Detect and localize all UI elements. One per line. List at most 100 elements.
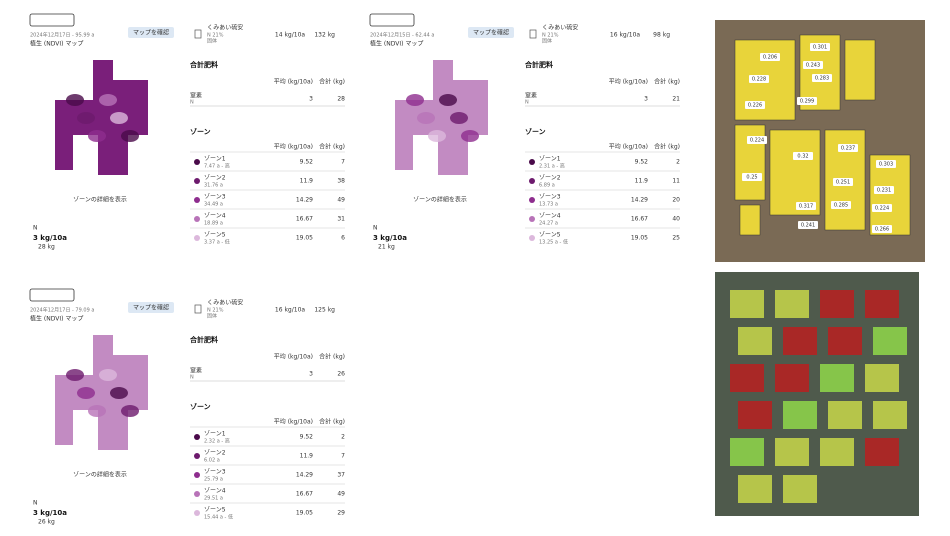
product-total: 98 kg xyxy=(653,32,670,39)
fert-total: 26 xyxy=(337,371,345,378)
zone-name: ゾーン4 xyxy=(204,488,226,495)
nutrient: N xyxy=(33,500,38,507)
zone-area: 13.73 a xyxy=(539,202,558,208)
field-cell xyxy=(820,438,854,466)
zone-dot xyxy=(194,434,200,440)
field-cell xyxy=(865,438,899,466)
field-value: 0.226 xyxy=(748,103,762,109)
product-form: 固体 xyxy=(542,38,552,45)
label-box xyxy=(876,160,896,168)
label-box xyxy=(810,43,830,51)
zone-total: 2 xyxy=(341,434,345,441)
field-cell xyxy=(738,327,772,355)
zone-avg: 19.05 xyxy=(631,235,648,242)
fert-name: 窒素 xyxy=(190,367,202,375)
product-name: くみあい硫安 xyxy=(207,299,243,307)
file-icon xyxy=(194,29,202,39)
zone-col-total: 合計 (kg) xyxy=(319,418,345,426)
zone-blob xyxy=(110,112,128,124)
zone-dot xyxy=(194,197,200,203)
field-cell xyxy=(730,364,764,392)
zone-blob xyxy=(417,112,435,124)
label-box xyxy=(760,53,780,61)
zone-dot xyxy=(194,235,200,241)
redaction xyxy=(369,13,415,27)
field-cell xyxy=(820,364,854,392)
field-cell xyxy=(783,327,817,355)
product-form: 固体 xyxy=(207,313,217,320)
rate: 3 kg/10a xyxy=(373,234,407,242)
zone-area: 7.47 a - 高 xyxy=(204,163,230,170)
zone-col-avg: 平均 (kg/10a) xyxy=(274,143,313,151)
zone-dot xyxy=(529,159,535,165)
zone-name: ゾーン3 xyxy=(204,469,226,476)
field-cell xyxy=(730,438,764,466)
zone-blob xyxy=(88,405,106,417)
product-name: くみあい硫安 xyxy=(207,24,243,32)
field-cell xyxy=(865,290,899,318)
button-bg[interactable] xyxy=(128,27,174,38)
product-rate: 16 kg/10a xyxy=(275,307,305,314)
field-cell xyxy=(783,401,817,429)
button-bg[interactable] xyxy=(468,27,514,38)
map-type: 植生 (NDVI) マップ xyxy=(30,315,83,323)
zone-avg: 19.05 xyxy=(296,510,313,517)
zone-dot xyxy=(194,491,200,497)
zone-dot xyxy=(194,453,200,459)
zone-avg: 9.52 xyxy=(300,434,314,441)
file-icon xyxy=(194,304,202,314)
fert-total: 21 xyxy=(672,96,680,103)
zone-name: ゾーン2 xyxy=(539,175,561,182)
zone-total: 29 xyxy=(337,510,345,517)
field-cell xyxy=(865,364,899,392)
zone-name: ゾーン3 xyxy=(204,194,226,201)
field-cell xyxy=(775,290,809,318)
zone-name: ゾーン2 xyxy=(204,450,226,457)
button-bg[interactable] xyxy=(128,302,174,313)
zone-blob xyxy=(99,369,117,381)
field-value: 0.228 xyxy=(752,77,766,83)
field-value: 0.32 xyxy=(797,154,808,160)
map-type: 植生 (NDVI) マップ xyxy=(30,40,83,48)
view-map-button: マップを確認 xyxy=(133,304,169,312)
zone-name: ゾーン1 xyxy=(539,156,561,163)
zone-name: ゾーン2 xyxy=(204,175,226,182)
fert-avg: 3 xyxy=(309,96,313,103)
product-rate: 14 kg/10a xyxy=(275,32,305,39)
field-value: 0.299 xyxy=(800,99,814,105)
product-spec: N 21% xyxy=(542,33,559,39)
field-cell xyxy=(738,475,772,503)
map-type: 植生 (NDVI) マップ xyxy=(370,40,423,48)
zone-avg: 16.67 xyxy=(296,491,313,498)
zone-dot xyxy=(194,510,200,516)
zone-area: 18.89 a xyxy=(204,221,223,227)
redaction xyxy=(29,288,75,302)
label-box xyxy=(797,97,817,105)
field-cell xyxy=(873,327,907,355)
zone-dot xyxy=(529,178,535,184)
zone-avg: 14.29 xyxy=(631,197,648,204)
zone-area: 34.49 a xyxy=(204,202,223,208)
label-box xyxy=(798,221,818,229)
zone-blob xyxy=(88,130,106,142)
col-avg: 平均 (kg/10a) xyxy=(609,78,648,86)
label-box xyxy=(742,173,762,181)
label-box xyxy=(793,152,813,160)
field-value: 0.285 xyxy=(834,203,848,209)
scan-date: 2024年12月15日 - 62.44 a xyxy=(370,32,434,39)
zone-area: 3.37 a - 低 xyxy=(204,239,230,246)
zone-avg: 16.67 xyxy=(631,216,648,223)
zones-heading: ゾーン xyxy=(190,127,211,136)
zone-name: ゾーン5 xyxy=(204,507,226,514)
zone-area: 6.89 a xyxy=(539,183,555,189)
field-value: 0.25 xyxy=(746,175,757,181)
zone-name: ゾーン1 xyxy=(204,431,226,438)
zone-name: ゾーン4 xyxy=(204,213,226,220)
rate: 3 kg/10a xyxy=(33,234,67,242)
fert-nutrient: N xyxy=(190,375,194,381)
label-box xyxy=(803,61,823,69)
product-form: 固体 xyxy=(207,38,217,45)
field-cell xyxy=(775,438,809,466)
field-value: 0.224 xyxy=(875,206,889,212)
